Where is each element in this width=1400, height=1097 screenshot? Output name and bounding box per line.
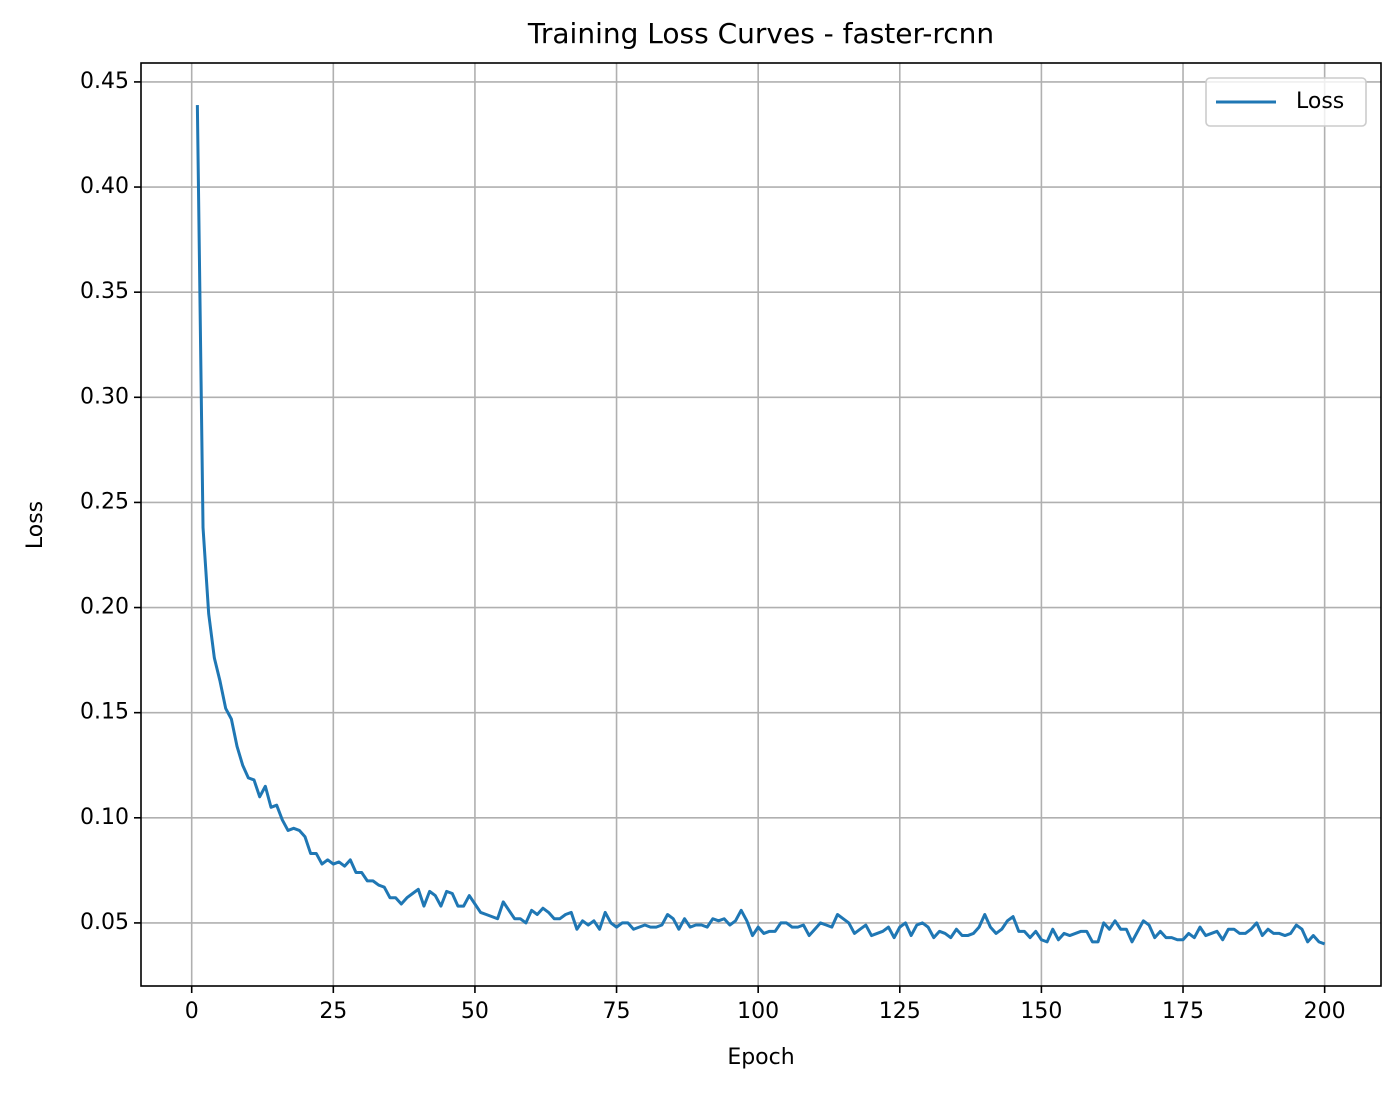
y-tick-label: 0.20 [80,595,129,620]
y-tick-label: 0.35 [80,279,129,304]
x-tick-label: 150 [1020,999,1062,1024]
y-tick-label: 0.25 [80,489,129,514]
y-axis-label: Loss [23,501,48,549]
x-axis-label: Epoch [727,1045,794,1070]
y-tick-label: 0.30 [80,384,129,409]
y-tick-label: 0.45 [80,69,129,94]
x-tick-label: 50 [461,999,489,1024]
chart-title: Training Loss Curves - faster-rcnn [527,17,994,50]
x-tick-label: 25 [319,999,347,1024]
legend-box [1205,77,1367,127]
line-series [195,105,1326,946]
plot-frame [140,62,1382,987]
x-tick-label: 200 [1304,999,1346,1024]
x-tick-label: 75 [603,999,631,1024]
x-tick-label: 125 [879,999,921,1024]
x-tick-label: 100 [737,999,779,1024]
y-tick-label: 0.05 [80,910,129,935]
legend-label: Loss [1296,89,1344,114]
y-tick-label: 0.10 [80,805,129,830]
y-tick-label: 0.15 [80,700,129,725]
x-tick-label: 175 [1162,999,1204,1024]
x-tick-label: 0 [185,999,199,1024]
y-tick-label: 0.40 [80,174,129,199]
